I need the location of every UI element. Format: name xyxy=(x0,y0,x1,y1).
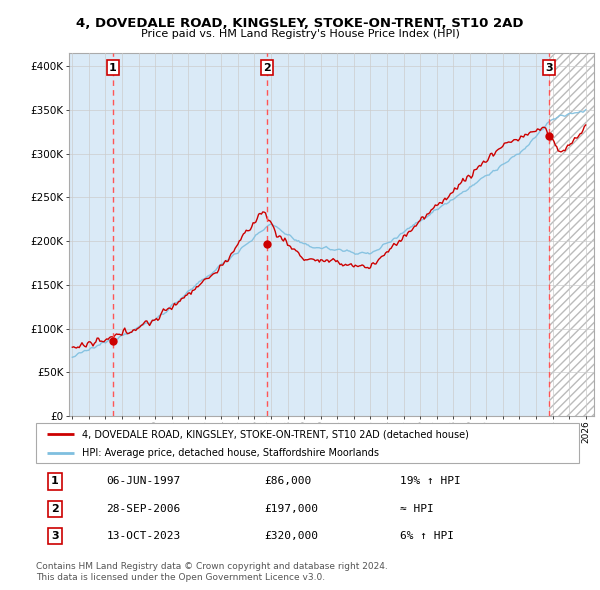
Text: Contains HM Land Registry data © Crown copyright and database right 2024.: Contains HM Land Registry data © Crown c… xyxy=(36,562,388,571)
Text: 2: 2 xyxy=(263,63,271,73)
Text: This data is licensed under the Open Government Licence v3.0.: This data is licensed under the Open Gov… xyxy=(36,572,325,582)
Text: ≈ HPI: ≈ HPI xyxy=(400,504,434,514)
Text: 19% ↑ HPI: 19% ↑ HPI xyxy=(400,477,461,487)
Text: 13-OCT-2023: 13-OCT-2023 xyxy=(107,531,181,541)
Text: £197,000: £197,000 xyxy=(264,504,318,514)
Text: 6% ↑ HPI: 6% ↑ HPI xyxy=(400,531,454,541)
Text: 4, DOVEDALE ROAD, KINGSLEY, STOKE-ON-TRENT, ST10 2AD: 4, DOVEDALE ROAD, KINGSLEY, STOKE-ON-TRE… xyxy=(76,17,524,30)
Text: 2: 2 xyxy=(51,504,59,514)
Bar xyxy=(549,53,594,416)
Text: Price paid vs. HM Land Registry's House Price Index (HPI): Price paid vs. HM Land Registry's House … xyxy=(140,30,460,39)
Text: 1: 1 xyxy=(51,477,59,487)
Bar xyxy=(69,53,549,416)
Text: 3: 3 xyxy=(545,63,553,73)
Text: 06-JUN-1997: 06-JUN-1997 xyxy=(107,477,181,487)
Text: £320,000: £320,000 xyxy=(264,531,318,541)
Bar xyxy=(549,53,594,416)
Text: £86,000: £86,000 xyxy=(264,477,311,487)
Text: 4, DOVEDALE ROAD, KINGSLEY, STOKE-ON-TRENT, ST10 2AD (detached house): 4, DOVEDALE ROAD, KINGSLEY, STOKE-ON-TRE… xyxy=(82,430,469,440)
Text: 28-SEP-2006: 28-SEP-2006 xyxy=(107,504,181,514)
Text: HPI: Average price, detached house, Staffordshire Moorlands: HPI: Average price, detached house, Staf… xyxy=(82,448,379,458)
Text: 1: 1 xyxy=(109,63,116,73)
Text: 3: 3 xyxy=(51,531,59,541)
